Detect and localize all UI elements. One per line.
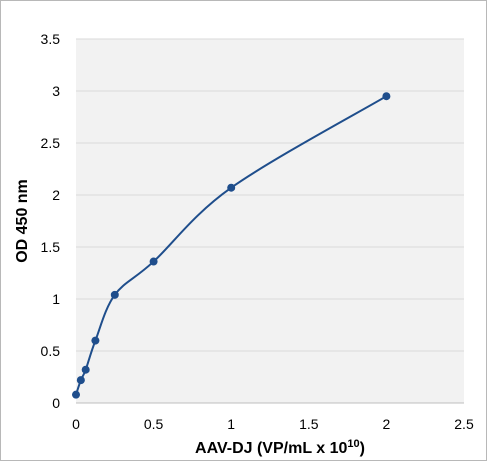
y-axis-title: OD 450 nm [14,179,31,263]
y-tick-label: 0 [52,395,60,411]
x-tick-label: 1.5 [299,416,319,432]
y-tick-label: 0.5 [41,343,61,359]
data-point [149,257,158,266]
y-tick-label: 1.5 [41,239,61,255]
data-point [110,290,119,299]
data-point [76,376,85,385]
data-point [227,183,236,192]
y-tick-labels: 0 0.5 1 1.5 2 2.5 3 3.5 [41,31,61,411]
plot-area [76,39,464,403]
x-axis-title-suffix: ) [360,440,365,457]
x-axis-title-main: AAV-DJ (VP/mL x 10 [195,440,347,457]
data-point [382,92,391,101]
x-tick-label: 0 [72,416,80,432]
x-axis-title: AAV-DJ (VP/mL x 1010) [195,438,365,457]
data-point [81,365,90,374]
x-tick-label: 1 [227,416,235,432]
x-tick-labels: 0 0.5 1 1.5 2 2.5 [72,416,474,432]
x-tick-label: 2.5 [454,416,474,432]
data-point [72,390,80,399]
y-tick-label: 2 [52,187,60,203]
data-point [91,336,100,345]
y-tick-label: 3.5 [41,31,61,47]
y-tick-label: 1 [52,291,60,307]
gridlines [76,38,464,352]
y-tick-label: 3 [52,83,60,99]
y-tick-label: 2.5 [41,135,61,151]
x-tick-label: 2 [383,416,391,432]
data-points [72,92,391,399]
x-axis-title-exponent: 10 [347,438,359,450]
x-tick-label: 0.5 [144,416,164,432]
